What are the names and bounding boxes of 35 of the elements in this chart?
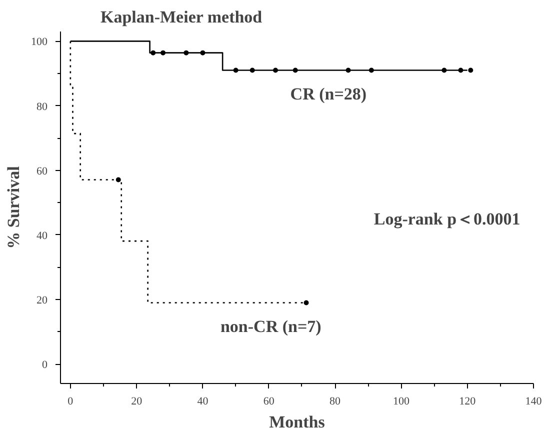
x-tick-label: 100 xyxy=(392,396,410,408)
x-tick-label: 120 xyxy=(459,396,476,408)
point xyxy=(116,177,121,182)
y-tick-label: 80 xyxy=(36,100,48,113)
point xyxy=(458,68,464,73)
x-axis-title: Months xyxy=(269,412,326,432)
x-tick-label: 40 xyxy=(197,396,209,408)
y-tick-label: 0 xyxy=(42,359,48,372)
point xyxy=(250,68,255,73)
x-tick-label: 80 xyxy=(330,396,342,408)
point xyxy=(200,50,206,56)
x-tick-label: 60 xyxy=(263,396,275,408)
point xyxy=(346,68,351,73)
x-tick-label: 140 xyxy=(525,396,542,408)
point xyxy=(292,68,298,73)
point xyxy=(233,68,238,73)
y-tick-label: 20 xyxy=(36,294,48,307)
annotation: Log-rank p＜0.0001 xyxy=(374,209,520,228)
y-tick-label: 40 xyxy=(36,230,48,242)
point xyxy=(468,68,474,73)
y-axis-title: % Survival xyxy=(4,166,23,249)
y-tick-label: 60 xyxy=(36,165,48,178)
point xyxy=(442,68,447,73)
point xyxy=(273,68,278,73)
x-tick-label: 20 xyxy=(131,396,143,408)
y-tick-label: 100 xyxy=(31,36,48,48)
point xyxy=(184,50,189,56)
chart-title: Kaplan-Meier method xyxy=(100,8,263,26)
point xyxy=(150,50,156,56)
x-tick-label: 0 xyxy=(68,396,74,408)
series-label: non-CR (n=7) xyxy=(220,316,322,336)
point xyxy=(160,50,166,56)
point xyxy=(368,68,374,73)
point xyxy=(304,300,309,306)
series-label: CR (n=28) xyxy=(290,84,367,104)
